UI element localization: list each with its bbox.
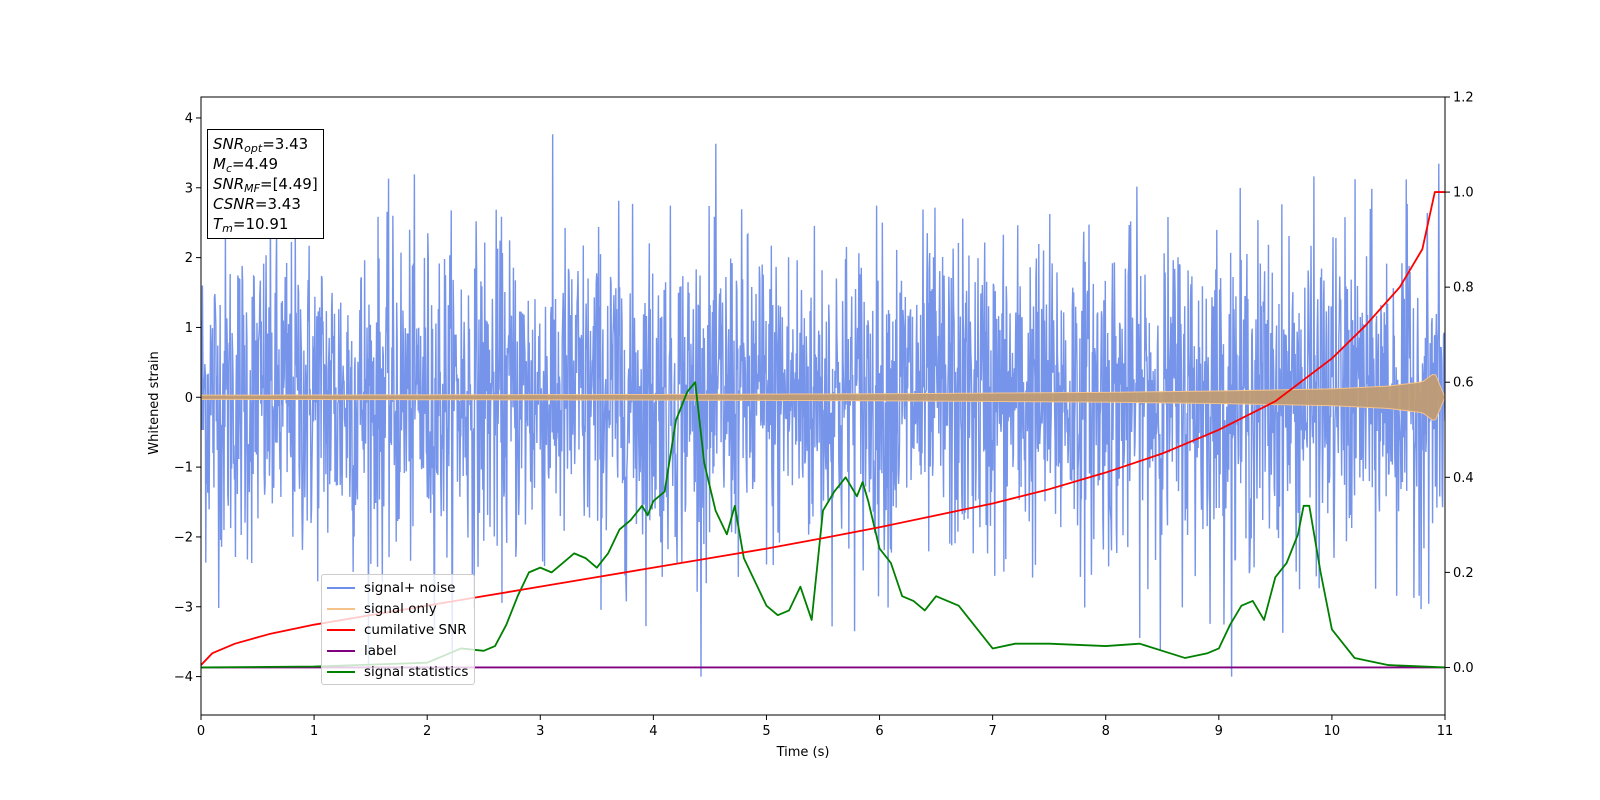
y-tick-label: −4 [174, 670, 193, 685]
y2-tick-label: 0.4 [1453, 471, 1474, 486]
legend-item-signal-noise: signal+ noise [327, 577, 468, 598]
legend-item-cumulative-snr: cumilative SNR [327, 619, 468, 640]
legend-label: signal only [364, 600, 437, 617]
x-tick-label: 2 [423, 724, 431, 739]
x-tick-label: 11 [1437, 724, 1454, 739]
legend-label: cumilative SNR [364, 621, 467, 638]
x-tick-label: 0 [197, 724, 205, 739]
snr-opt-line: SNRopt=3.43 [213, 135, 309, 155]
y-tick-label: 2 [185, 251, 193, 266]
x-axis-label: Time (s) [776, 745, 830, 760]
legend: signal+ noise signal only cumilative SNR… [321, 574, 476, 685]
x-tick-label: 8 [1102, 724, 1110, 739]
y2-tick-label: 0.6 [1453, 376, 1474, 391]
x-tick-label: 6 [875, 724, 883, 739]
y-tick-label: 1 [185, 321, 193, 336]
x-tick-label: 1 [310, 724, 318, 739]
x-tick-label: 9 [1215, 724, 1223, 739]
snr-mf-line: SNRMF=[4.49] [213, 175, 318, 195]
y-tick-label: −1 [174, 461, 193, 476]
plot-frame [200, 96, 1446, 716]
legend-item-signal-only: signal only [327, 598, 468, 619]
y2-tick-label: 1.2 [1453, 91, 1474, 106]
y2-tick-label: 0.2 [1453, 566, 1474, 581]
legend-swatch [327, 670, 355, 673]
x-tick-label: 4 [649, 724, 657, 739]
x-tick-label: 10 [1324, 724, 1341, 739]
y2-tick-label: 1.0 [1453, 186, 1474, 201]
y-tick-label: 0 [185, 391, 193, 406]
series-signal-statistics [201, 381, 1445, 669]
legend-item-label: label [327, 640, 468, 661]
y-axis-label: Whitened strain [147, 351, 162, 454]
x-tick-label: 5 [762, 724, 770, 739]
legend-label: signal statistics [364, 663, 469, 680]
x-tick-label: 7 [988, 724, 996, 739]
stats-annotation-box: SNRopt=3.43 Mc=4.49 SNRMF=[4.49] CSNR=3.… [207, 129, 324, 239]
chirp-mass-line: Mc=4.49 [213, 155, 278, 175]
y-tick-label: −2 [174, 530, 193, 545]
legend-swatch [327, 649, 355, 652]
legend-label: label [364, 642, 397, 659]
legend-item-signal-statistics: signal statistics [327, 661, 468, 682]
y2-tick-label: 0.0 [1453, 661, 1474, 676]
x-tick-label: 3 [536, 724, 544, 739]
legend-label: signal+ noise [364, 579, 456, 596]
y-tick-label: −3 [174, 600, 193, 615]
y-tick-label: 4 [185, 111, 193, 126]
merger-time-line: Tm=10.91 [213, 215, 289, 235]
legend-swatch [327, 607, 355, 610]
csnr-line: CSNR=3.43 [213, 195, 301, 213]
legend-swatch [327, 586, 355, 589]
series-signal-noise [201, 134, 1445, 677]
legend-swatch [327, 628, 355, 631]
series-signal-only [201, 373, 1445, 421]
y2-tick-label: 0.8 [1453, 281, 1474, 296]
y-tick-label: 3 [185, 181, 193, 196]
